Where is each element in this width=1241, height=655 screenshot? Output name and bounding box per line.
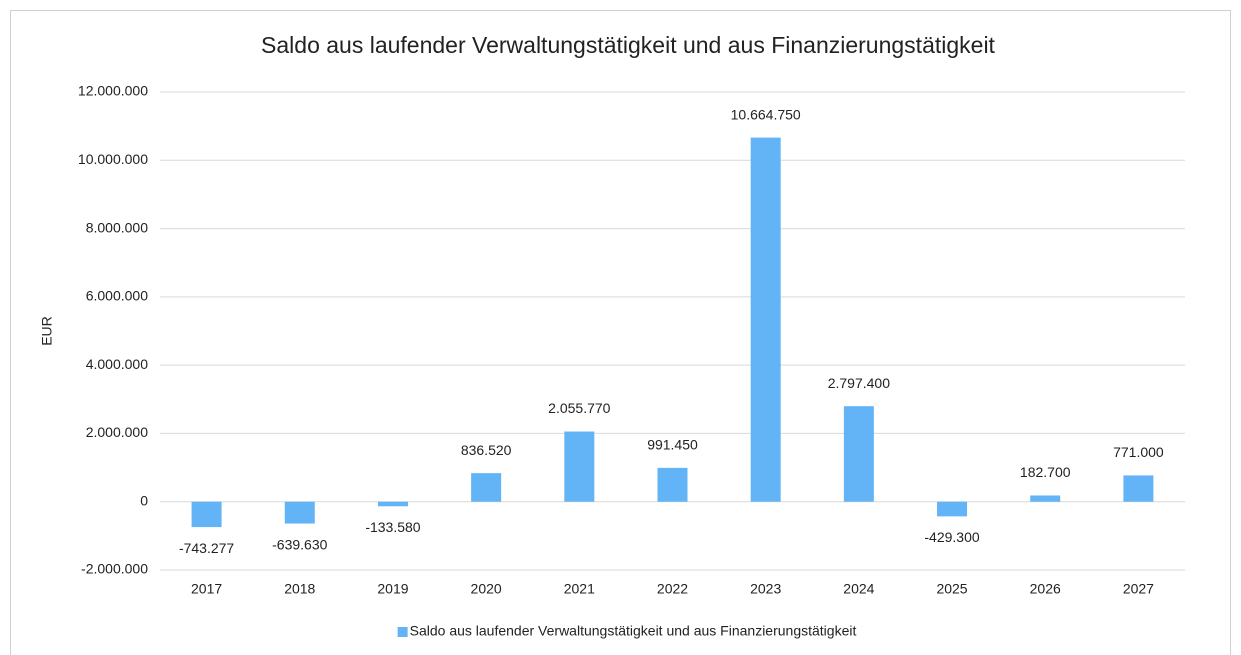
- bar: [750, 137, 781, 502]
- data-label: 182.700: [1020, 464, 1071, 480]
- y-tick-label: 6.000.000: [86, 288, 148, 304]
- data-label: 2.055.770: [548, 400, 610, 416]
- bar: [191, 501, 222, 528]
- x-tick-label: 2021: [564, 581, 595, 597]
- x-tick-label: 2018: [284, 581, 315, 597]
- chart-border: [10, 10, 1231, 655]
- y-tick-label: -2.000.000: [81, 561, 148, 577]
- data-label: 10.664.750: [731, 106, 801, 122]
- data-label: 836.520: [461, 442, 512, 458]
- y-tick-label: 0: [140, 492, 148, 508]
- x-tick-label: 2017: [191, 581, 222, 597]
- bar: [843, 406, 874, 502]
- y-tick-label: 12.000.000: [78, 83, 148, 99]
- y-tick-label: 4.000.000: [86, 356, 148, 372]
- x-tick-label: 2020: [471, 581, 502, 597]
- y-tick-label: 10.000.000: [78, 151, 148, 167]
- chart-title: Saldo aus laufender Verwaltungstätigkeit…: [261, 32, 996, 58]
- data-label: -429.300: [924, 529, 979, 545]
- legend-label: Saldo aus laufender Verwaltungstätigkeit…: [410, 623, 857, 639]
- x-tick-label: 2027: [1123, 581, 1154, 597]
- data-label: 991.450: [647, 437, 698, 453]
- bar: [471, 473, 502, 502]
- bar: [1030, 495, 1061, 502]
- bar: [377, 501, 408, 507]
- bar: [937, 501, 968, 517]
- y-axis-label: EUR: [39, 316, 55, 346]
- x-tick-label: 2024: [843, 581, 874, 597]
- legend-swatch: [397, 627, 408, 637]
- data-label: -639.630: [272, 536, 327, 552]
- bar: [284, 501, 315, 524]
- data-label: -133.580: [365, 519, 420, 535]
- y-tick-label: 8.000.000: [86, 219, 148, 235]
- data-label: -743.277: [179, 540, 234, 556]
- bar: [657, 467, 688, 502]
- x-tick-label: 2025: [936, 581, 967, 597]
- data-label: 771.000: [1113, 444, 1164, 460]
- bar: [564, 431, 595, 502]
- bar: [1123, 475, 1154, 502]
- x-tick-label: 2023: [750, 581, 781, 597]
- data-label: 2.797.400: [828, 375, 890, 391]
- y-tick-label: 2.000.000: [86, 424, 148, 440]
- x-tick-label: 2019: [377, 581, 408, 597]
- x-tick-label: 2022: [657, 581, 688, 597]
- x-tick-label: 2026: [1030, 581, 1061, 597]
